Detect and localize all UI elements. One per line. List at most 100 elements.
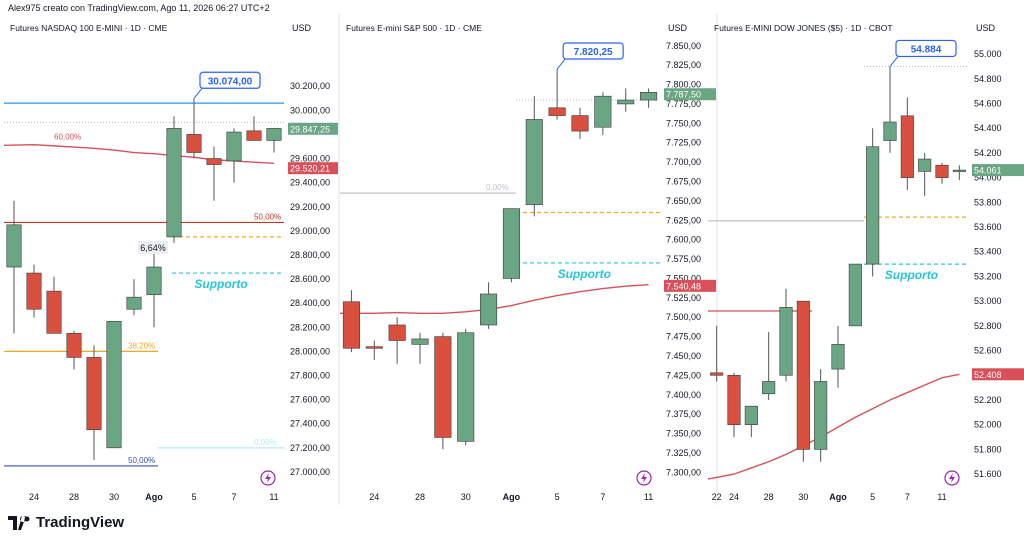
y-tick-label: 27.000,00 xyxy=(290,467,330,477)
high-callout-label: 30.074,00 xyxy=(208,76,253,87)
price-tag-label: 52.408 xyxy=(974,370,1002,380)
x-tick-label: 24 xyxy=(729,492,739,502)
y-tick-label: 52.200 xyxy=(974,395,1002,405)
y-tick-label: 7.525,00 xyxy=(666,293,701,303)
high-callout-label: 54.884 xyxy=(911,44,942,55)
y-tick-label: 27.800,00 xyxy=(290,371,330,381)
y-tick-label: 7.800,00 xyxy=(666,80,701,90)
y-tick-label: 53.800 xyxy=(974,197,1002,207)
candle-body xyxy=(434,336,452,438)
y-tick-label: 51.800 xyxy=(974,444,1002,454)
candle-body xyxy=(411,338,429,345)
candle-body xyxy=(226,131,242,162)
candle-body xyxy=(86,357,102,431)
y-tick-label: 28.600,00 xyxy=(290,274,330,284)
y-tick-label: 29.400,00 xyxy=(290,178,330,188)
x-tick-label: 7 xyxy=(600,492,605,502)
high-callout-box xyxy=(895,39,957,58)
chart-panel-2: Futures E-mini S&P 500 · 1D · CME USD 7.85… xyxy=(340,14,718,505)
y-tick-label: 7.325,00 xyxy=(666,448,701,458)
x-tick-label: Ago xyxy=(145,492,163,502)
candle-body xyxy=(457,332,475,442)
price-tag-bg xyxy=(972,368,1024,381)
lightning-icon xyxy=(636,470,652,486)
chart-title: Futures NASDAQ 100 E-MINI · 1D · CME xyxy=(10,23,168,33)
tradingview-brand: TradingView xyxy=(36,514,125,531)
candle-body xyxy=(548,107,566,116)
y-tick-label: 7.375,00 xyxy=(666,409,701,419)
candle-body xyxy=(525,119,543,206)
candle-body xyxy=(710,372,724,376)
y-tick-label: 30.200,00 xyxy=(290,81,330,91)
x-tick-label: 30 xyxy=(798,492,808,502)
y-tick-label: 7.600,00 xyxy=(666,235,701,245)
x-tick-label: 24 xyxy=(29,492,39,502)
y-tick-label: 28.200,00 xyxy=(290,322,330,332)
y-tick-label: 7.650,00 xyxy=(666,196,701,206)
price-tag-bg xyxy=(288,162,338,175)
tradingview-logo[interactable]: TradingView xyxy=(8,514,124,531)
support-label: Supporto xyxy=(558,267,611,281)
y-tick-label: 28.400,00 xyxy=(290,298,330,308)
x-tick-label: 7 xyxy=(905,492,910,502)
x-tick-label: 5 xyxy=(555,492,560,502)
candle-body xyxy=(26,272,42,310)
candle-body xyxy=(779,307,793,376)
x-tick-label: 28 xyxy=(69,492,79,502)
candle-body xyxy=(502,208,520,279)
price-tag-label: 7.540,48 xyxy=(666,281,701,291)
y-tick-label: 7.775,00 xyxy=(666,99,701,109)
x-tick-label: 28 xyxy=(764,492,774,502)
moving-average-line xyxy=(707,373,960,480)
tradingview-logo-icon xyxy=(8,515,30,530)
y-tick-label: 7.850,00 xyxy=(666,41,701,51)
ma-label: 60,00% xyxy=(54,132,81,141)
candle-body xyxy=(66,333,82,358)
candle-body xyxy=(935,164,949,178)
y-tick-label: 53.400 xyxy=(974,247,1002,257)
lightning-icon xyxy=(944,470,960,486)
y-tick-label: 7.825,00 xyxy=(666,60,701,70)
currency-label: USD xyxy=(976,23,996,33)
candle-body xyxy=(571,115,589,132)
y-tick-label: 29.600,00 xyxy=(290,154,330,164)
callout-pointer xyxy=(556,58,566,70)
price-tag-bg xyxy=(288,122,338,135)
candle-body xyxy=(762,381,776,395)
candle-body xyxy=(365,346,383,349)
lightning-icon xyxy=(260,470,276,486)
candle-body xyxy=(617,99,635,105)
x-tick-label: 11 xyxy=(644,492,653,502)
y-tick-label: 7.700,00 xyxy=(666,157,701,167)
y-tick-label: 7.500,00 xyxy=(666,312,701,322)
chart-panel-3: Futures E-MINI DOW JONES ($5) · 1D · CBO… xyxy=(707,23,1024,502)
candle-body xyxy=(146,266,162,296)
price-tag-label: 29.847,25 xyxy=(290,124,330,134)
x-tick-label: 11 xyxy=(269,492,278,502)
callout-pointer xyxy=(193,87,203,99)
chart-title: Futures E-MINI DOW JONES ($5) · 1D · CBO… xyxy=(714,23,893,33)
candle-body xyxy=(186,134,202,153)
y-tick-label: 53.200 xyxy=(974,271,1002,281)
y-tick-label: 53.000 xyxy=(974,296,1002,306)
y-tick-label: 54.200 xyxy=(974,148,1002,158)
y-tick-label: 54.600 xyxy=(974,98,1002,108)
candle-body xyxy=(46,290,62,334)
y-tick-label: 7.575,00 xyxy=(666,254,701,264)
y-tick-label: 7.550,00 xyxy=(666,273,701,283)
candle-body xyxy=(206,158,222,165)
price-tag-label: 29.520,21 xyxy=(290,164,330,174)
high-callout-box xyxy=(562,42,624,60)
y-tick-label: 7.450,00 xyxy=(666,351,701,361)
lightning-bolt xyxy=(949,473,955,483)
candle-body xyxy=(744,405,758,425)
high-callout-box xyxy=(199,71,261,89)
x-tick-label: 5 xyxy=(191,492,196,502)
level-label: 0,00% xyxy=(254,438,277,447)
candle-body xyxy=(6,224,22,268)
y-tick-label: 52.600 xyxy=(974,346,1002,356)
candle-body xyxy=(848,263,862,327)
y-tick-label: 27.600,00 xyxy=(290,395,330,405)
y-tick-label: 7.400,00 xyxy=(666,390,701,400)
